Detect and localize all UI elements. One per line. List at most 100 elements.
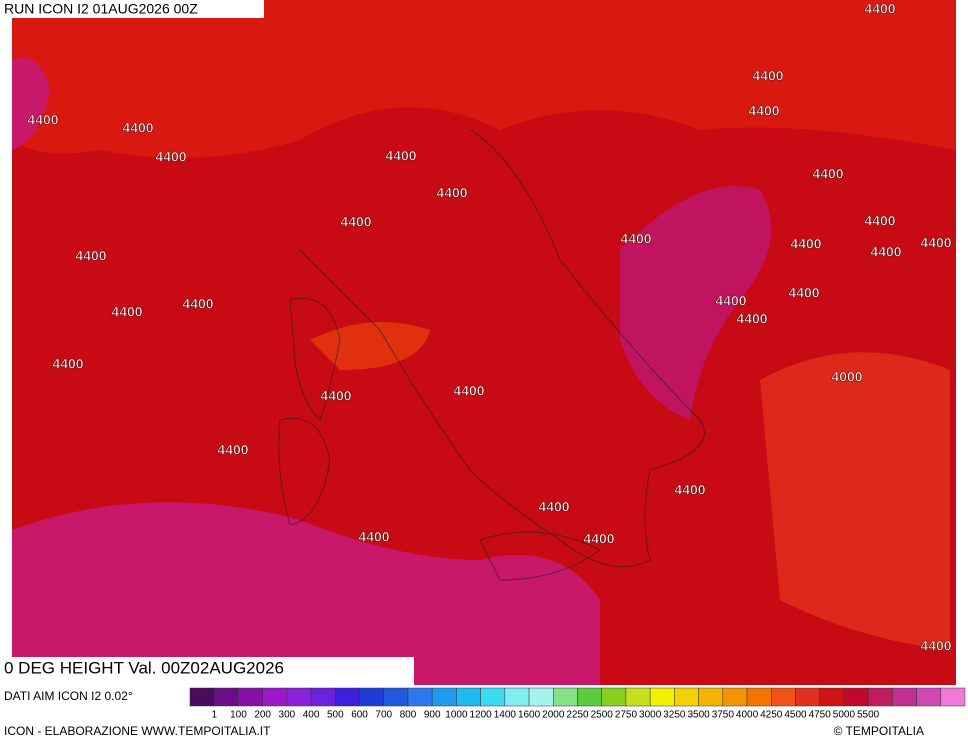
contour-label: 4400 [620,231,651,247]
legend-swatch [698,687,724,707]
legend-label: 700 [375,710,392,721]
contour-label: 4400 [674,482,705,498]
contour-label: 4000 [831,369,862,385]
legend-swatch [867,687,893,707]
footer-title: 0 DEG HEIGHT Val. 00Z02AUG2026 [4,658,284,677]
legend-label: 3250 [663,710,686,721]
legend-swatch [480,687,506,707]
legend-label: 2750 [615,710,638,721]
contour-label: 4400 [182,296,213,312]
legend-swatch [431,687,457,707]
legend-label: 2000 [542,710,565,721]
contour-label: 4400 [864,213,895,229]
footer-title-box [0,657,414,685]
map-warm-zone [12,0,956,158]
legend-swatch [528,687,554,707]
legend-label: 900 [424,710,441,721]
legend-label: 600 [351,710,368,721]
legend-label: 800 [400,710,417,721]
legend-label: 4250 [760,710,783,721]
map-low-zone [620,186,772,420]
contour-label: 4400 [812,166,843,182]
legend-label: 4000 [736,710,759,721]
legend-label: 2500 [591,710,614,721]
coastlines [278,129,705,581]
map-warm-zone [310,322,430,370]
contour-label: 4400 [385,148,416,164]
legend-swatch [262,687,288,707]
contour-label: 4400 [583,531,614,547]
legend-swatch [213,687,239,707]
legend-swatch [649,687,675,707]
contour-label: 4400 [111,304,142,320]
legend-swatch [916,687,942,707]
map-low-zone [12,502,600,685]
contour-label: 4400 [790,236,821,252]
legend-label: 4500 [784,710,807,721]
contour-label: 4400 [27,112,58,128]
legend-label: 1200 [470,710,493,721]
legend-swatch [819,687,845,707]
legend-swatch [407,687,433,707]
legend-label: 5000 [833,710,856,721]
contour-label: 4400 [748,103,779,119]
contour-label: 4400 [736,311,767,327]
legend-swatch [674,687,699,707]
legend-swatch [189,687,215,707]
header-title: RUN ICON I2 01AUG2026 00Z [4,1,198,17]
header-box [0,0,264,18]
legend-swatch [940,687,966,707]
legend-label: 3750 [712,710,735,721]
map-warm-zone [760,352,950,650]
legend-swatch [771,687,796,707]
contour-label: 4400 [75,248,106,264]
legend-label: 1000 [445,710,468,721]
contour-label: 4400 [453,383,484,399]
legend-label: 300 [279,710,296,721]
legend-swatch [843,687,869,707]
legend-swatch [238,687,263,707]
legend-swatch [504,687,530,707]
legend-label: 200 [254,710,271,721]
legend-label: 1600 [518,710,541,721]
contour-label: 4400 [920,638,951,654]
contour-label: 4400 [122,120,153,136]
legend-swatch [553,687,578,707]
legend-label: 400 [303,710,320,721]
legend-label: 1 [211,710,217,721]
contour-label: 4400 [752,68,783,84]
legend-label: 2250 [566,710,589,721]
contour-label: 4400 [436,185,467,201]
source: DATI AIM ICON I2 0.02° [4,689,133,703]
legend-swatch [383,687,409,707]
copyright: © TEMPOITALIA [834,724,924,738]
credit: ICON - ELABORAZIONE WWW.TEMPOITALIA.IT [4,724,271,738]
contour-label: 4400 [358,529,389,545]
contour-label: 4400 [715,293,746,309]
legend-swatch [625,687,651,707]
contour-label: 4400 [538,499,569,515]
contour-label: 4400 [320,388,351,404]
contour-label: 4400 [788,285,819,301]
contour-label: 4400 [155,149,186,165]
legend-swatch [335,687,360,707]
contour-label: 4400 [870,244,901,260]
legend-swatch [286,687,312,707]
legend-swatch [722,687,748,707]
legend-label: 1400 [494,710,517,721]
legend-swatch [456,687,481,707]
contour-label: 4400 [340,214,371,230]
legend-swatch [892,687,917,707]
contour-label: 4400 [864,1,895,17]
map-low-zone [12,58,50,150]
legend-swatch [795,687,820,707]
contour-label: 4400 [52,356,83,372]
contour-label: 4400 [920,235,951,251]
legend-swatch [746,687,772,707]
legend-label: 500 [327,710,344,721]
legend-label: 4750 [809,710,832,721]
legend-swatch [310,687,336,707]
legend-label: 100 [230,710,247,721]
legend-swatch [359,687,384,707]
